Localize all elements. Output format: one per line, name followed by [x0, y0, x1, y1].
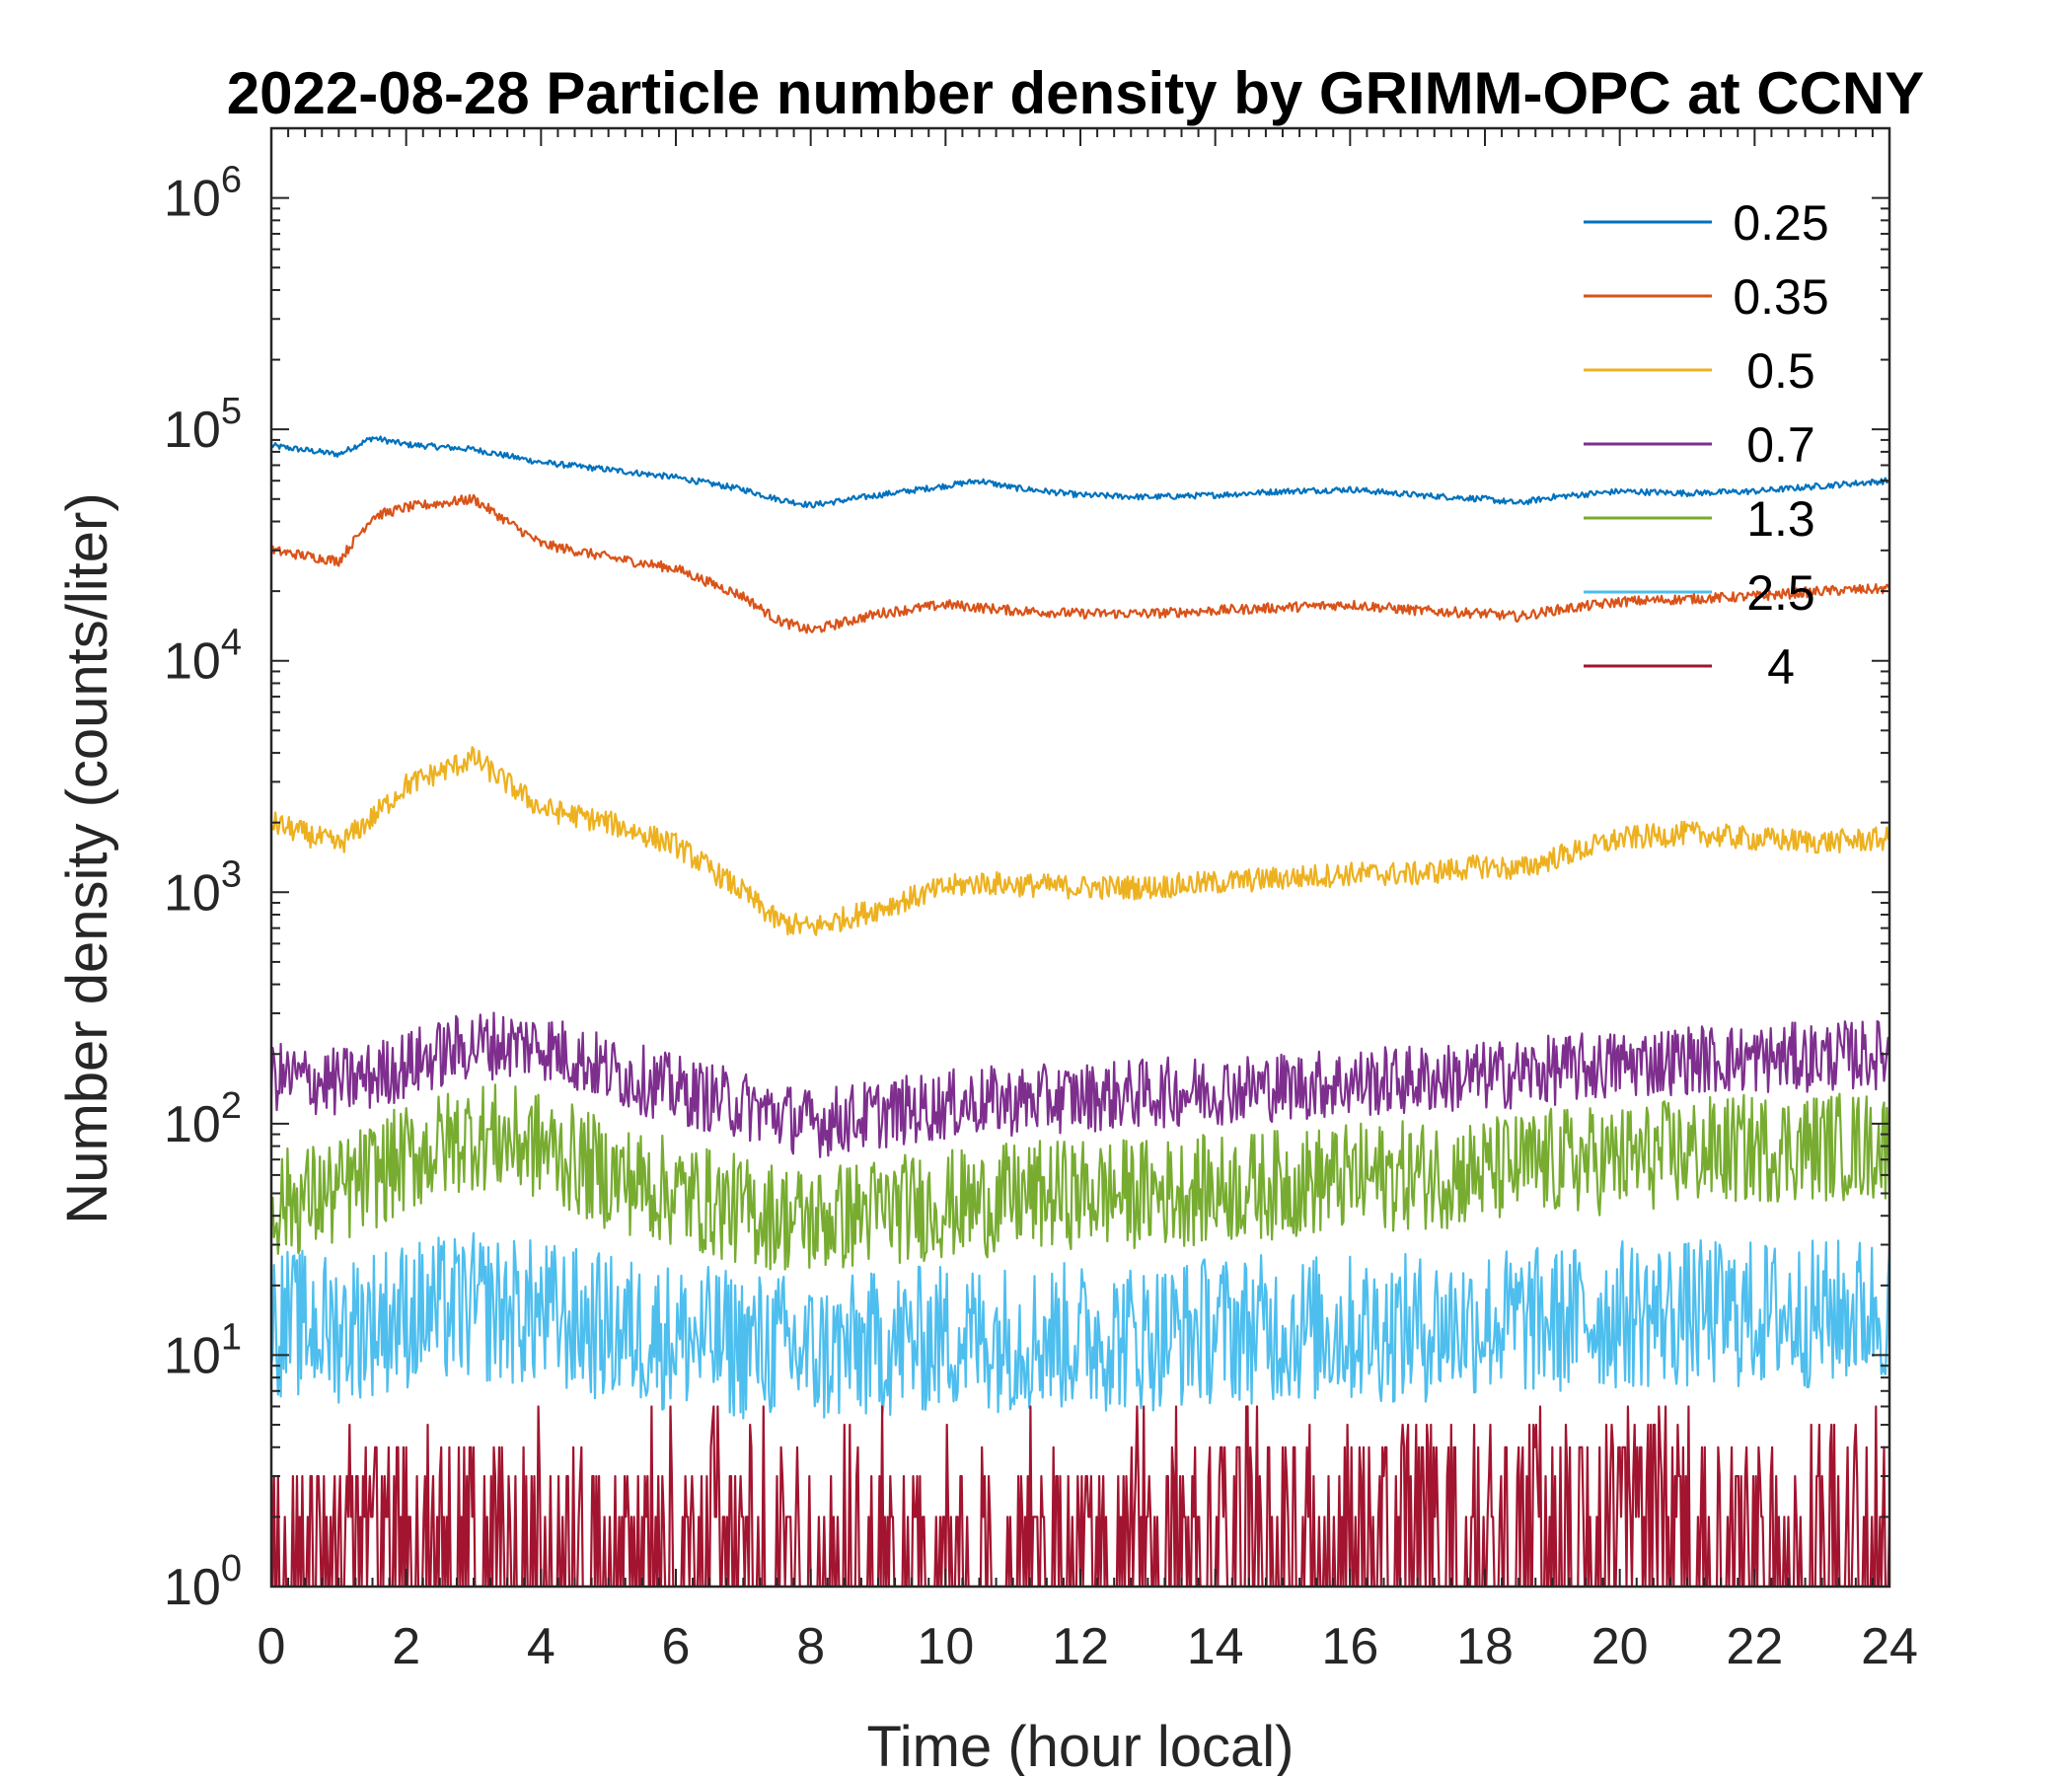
legend: 0.25 0.35 0.5 0.7 1.3 2.5 4	[1584, 195, 1829, 695]
x-tick-label: 2	[392, 1618, 420, 1675]
series-line-0-25	[271, 435, 1889, 509]
y-tick-base: 10	[164, 633, 221, 691]
series-line-4	[271, 1405, 1889, 1587]
series-line-0-7	[271, 1011, 1889, 1158]
series-line-1-3	[271, 1083, 1889, 1271]
x-tick-label: 0	[258, 1618, 286, 1675]
y-tick-base: 10	[164, 402, 221, 459]
y-tick-label: 101	[164, 1316, 242, 1384]
x-tick-label: 18	[1456, 1618, 1514, 1675]
y-tick-base: 10	[164, 171, 221, 228]
y-tick-base: 10	[164, 864, 221, 922]
y-tick-exponent: 2	[221, 1085, 242, 1127]
legend-label: 0.7	[1746, 417, 1815, 473]
x-axis-label: Time (hour local)	[867, 1715, 1295, 1776]
x-tick-label: 12	[1052, 1618, 1109, 1675]
legend-label: 1.3	[1746, 491, 1815, 547]
y-tick-exponent: 1	[221, 1316, 242, 1358]
x-tick-label: 22	[1726, 1618, 1783, 1675]
y-tick-label: 100	[164, 1548, 242, 1616]
chart-title: 2022-08-28 Particle number density by GR…	[227, 60, 1925, 126]
y-tick-base: 10	[164, 1096, 221, 1153]
legend-label: 4	[1767, 639, 1795, 695]
y-tick-label: 104	[164, 623, 242, 691]
series-layer	[271, 435, 1889, 1587]
y-tick-label: 103	[164, 853, 242, 922]
x-tick-label: 6	[662, 1618, 691, 1675]
y-tick-exponent: 3	[221, 853, 242, 895]
axes-layer	[269, 126, 1891, 1589]
x-tick-label: 24	[1861, 1618, 1918, 1675]
y-tick-label: 105	[164, 391, 242, 459]
x-tick-label: 14	[1187, 1618, 1244, 1675]
y-tick-label: 102	[164, 1085, 242, 1153]
y-tick-base: 10	[164, 1327, 221, 1384]
y-tick-exponent: 0	[221, 1548, 242, 1590]
legend-label: 2.5	[1746, 565, 1815, 621]
x-tick-labels: 0 2 4 6 8 10 12 14 16 18 20 22 24	[258, 1618, 1918, 1675]
legend-label: 0.25	[1733, 195, 1828, 251]
legend-label: 0.35	[1733, 269, 1828, 325]
y-tick-exponent: 5	[221, 391, 242, 432]
y-tick-exponent: 6	[221, 160, 242, 201]
y-tick-exponent: 4	[221, 623, 242, 664]
y-tick-label: 106	[164, 160, 242, 228]
x-tick-label: 20	[1591, 1618, 1649, 1675]
series-line-2-5	[271, 1231, 1889, 1420]
series-line-0-35	[271, 493, 1889, 634]
x-tick-label: 10	[917, 1618, 974, 1675]
series-line-0-5	[271, 746, 1889, 936]
legend-label: 0.5	[1746, 343, 1815, 399]
y-axis-label: Number density (counts/liter)	[55, 492, 119, 1223]
x-tick-label: 4	[527, 1618, 555, 1675]
x-tick-label: 16	[1321, 1618, 1378, 1675]
y-tick-base: 10	[164, 1559, 221, 1616]
x-tick-label: 8	[796, 1618, 825, 1675]
